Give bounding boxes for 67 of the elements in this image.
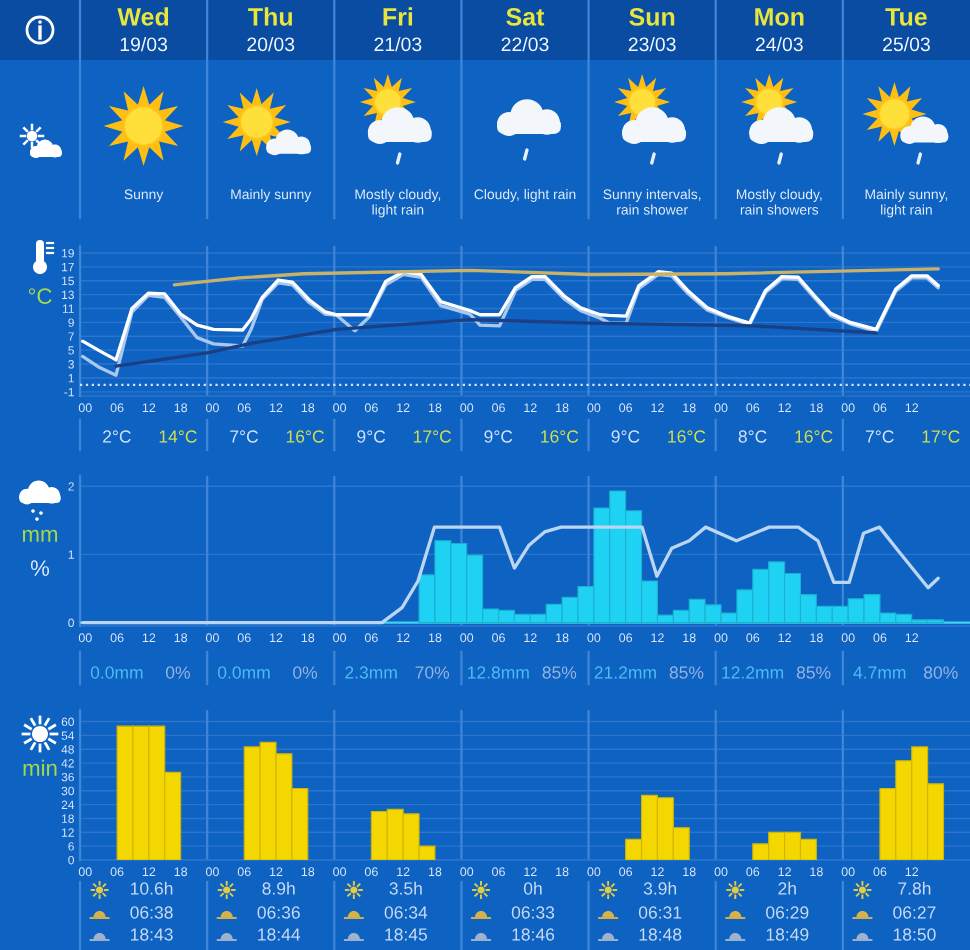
text: 23/03 xyxy=(628,36,676,52)
text: 7°C xyxy=(865,430,894,443)
y2-axis-title: % xyxy=(30,560,50,576)
text: 7.8h xyxy=(898,881,931,895)
text: 2h xyxy=(778,881,796,895)
text: 85% xyxy=(796,666,831,679)
text: 2.3mm xyxy=(345,666,397,679)
text: 9°C xyxy=(611,430,640,443)
text: 9°C xyxy=(357,430,386,443)
text: 70% xyxy=(415,666,450,679)
text: 06:33 xyxy=(511,906,555,919)
text: 10.6h xyxy=(131,881,173,895)
text: 3.9h xyxy=(643,881,677,895)
text: 16°C xyxy=(668,430,706,443)
category-label: Sun xyxy=(629,8,675,26)
text: 06:34 xyxy=(384,906,428,919)
text: 06:29 xyxy=(766,906,809,919)
text: 4.7mm xyxy=(853,666,906,679)
text: 0h xyxy=(523,881,542,895)
text: 0.0mm xyxy=(217,666,270,679)
text: 21.2mm xyxy=(594,666,656,679)
text: 17°C xyxy=(922,430,960,443)
text: 80% xyxy=(924,666,958,679)
category-label: Tue xyxy=(885,8,927,26)
text: 12.8mm xyxy=(468,666,529,679)
text: 25/03 xyxy=(883,36,930,52)
text: 16°C xyxy=(795,430,833,443)
text: 18:43 xyxy=(131,928,173,941)
text: 3.5h xyxy=(389,881,422,895)
text: 18:44 xyxy=(258,928,301,941)
text: 17°C xyxy=(413,430,452,443)
text: 19/03 xyxy=(120,36,168,52)
text: 2°C xyxy=(103,430,131,443)
text: 18:50 xyxy=(893,928,936,941)
text: 9°C xyxy=(484,430,513,443)
text: 18:48 xyxy=(639,928,682,941)
text: 06:31 xyxy=(638,906,682,919)
text: 8°C xyxy=(738,430,767,443)
text: 0% xyxy=(293,666,318,679)
text: 18:49 xyxy=(766,928,809,941)
text: 0.0mm xyxy=(90,666,143,679)
text: 85% xyxy=(669,666,704,679)
text: 16°C xyxy=(286,430,324,443)
text: 18:45 xyxy=(385,928,428,941)
text: 24/03 xyxy=(755,36,803,52)
text: 06:27 xyxy=(893,906,936,919)
text: 8.9h xyxy=(262,881,295,895)
text: 0% xyxy=(165,666,190,679)
text: 06:38 xyxy=(130,906,173,919)
y-axis-title: °C xyxy=(28,288,52,304)
category-label: Sat xyxy=(506,8,545,26)
text: 21/03 xyxy=(374,36,422,52)
text: 7°C xyxy=(230,430,259,443)
text: 85% xyxy=(542,666,577,679)
category-label: Fri xyxy=(383,7,413,26)
category-label: Wed xyxy=(117,7,169,26)
y-axis-title: min xyxy=(23,759,57,776)
text: 20/03 xyxy=(247,36,295,52)
text: 18:46 xyxy=(512,928,555,941)
text: 14°C xyxy=(159,430,197,443)
text: 06:36 xyxy=(257,906,300,919)
text: 12.2mm xyxy=(722,666,784,679)
category-label: Mon xyxy=(755,8,804,26)
text: 16°C xyxy=(541,430,579,443)
text: 22/03 xyxy=(501,36,549,52)
category-label: Thu xyxy=(248,7,292,26)
y-axis-title: mm xyxy=(22,529,58,542)
